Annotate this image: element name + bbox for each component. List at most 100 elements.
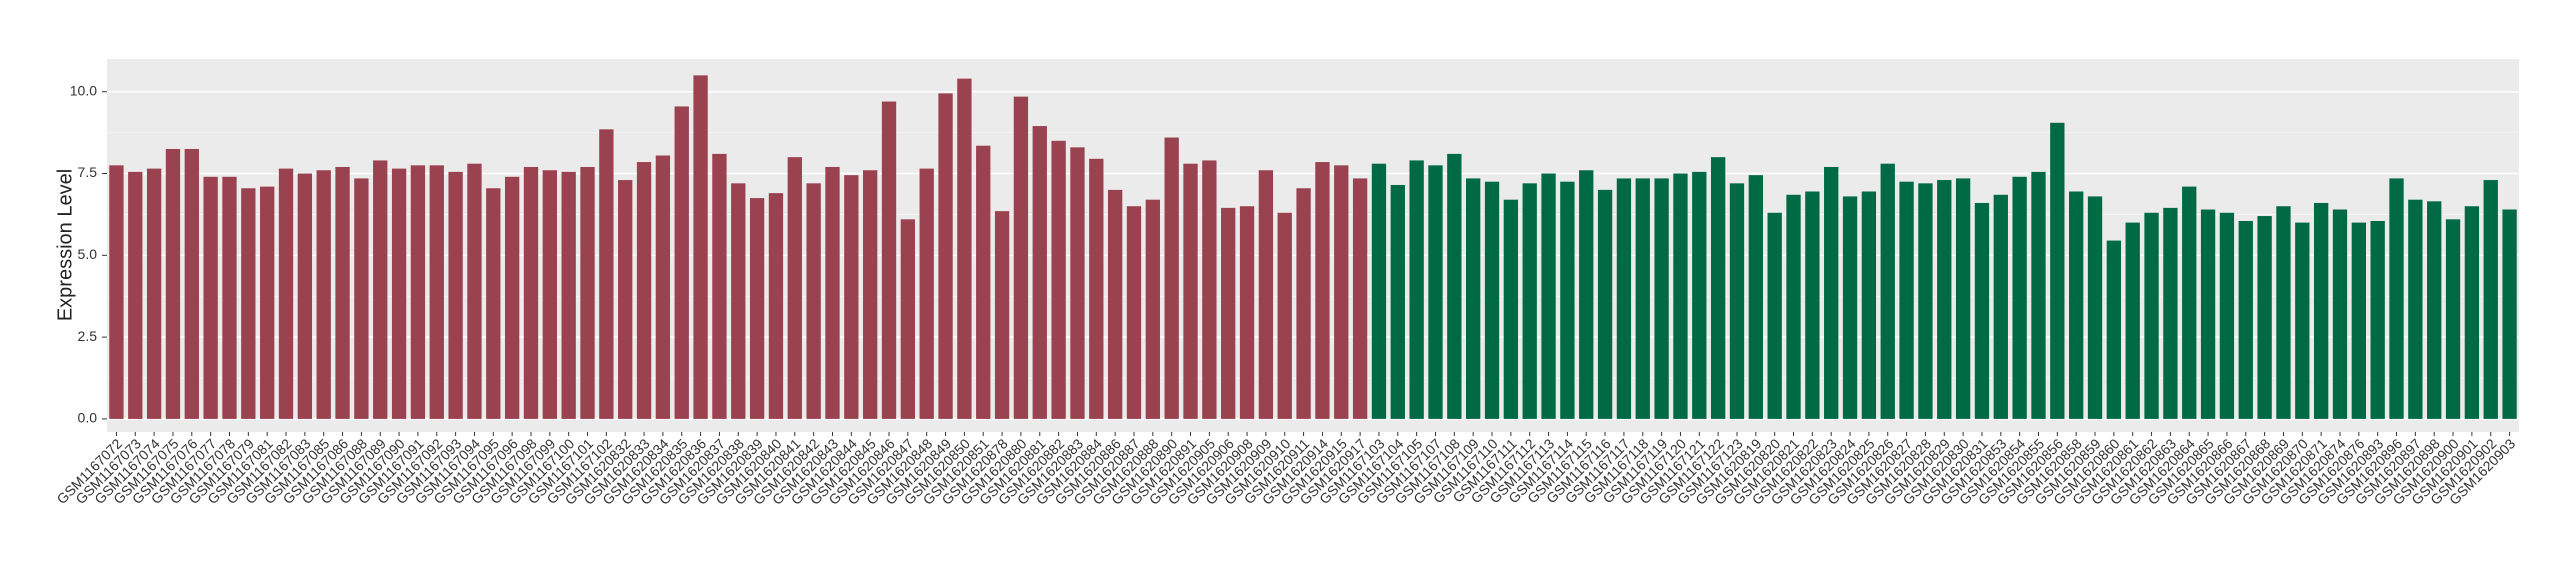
bar xyxy=(1032,126,1047,419)
bar xyxy=(825,166,840,419)
bar xyxy=(184,148,199,419)
bar xyxy=(580,166,595,419)
bar xyxy=(1447,153,1462,419)
bar xyxy=(1616,178,1632,419)
bar xyxy=(1955,178,1971,419)
bar xyxy=(316,170,331,419)
bar xyxy=(1824,166,1839,419)
bar xyxy=(241,188,256,419)
bar xyxy=(1258,170,1274,419)
bar xyxy=(2427,201,2442,419)
bar xyxy=(844,175,859,419)
bar xyxy=(1013,96,1029,419)
y-tick-label: 2.5 xyxy=(78,328,98,344)
bar xyxy=(1334,165,1349,419)
bar xyxy=(1390,184,1405,419)
bar xyxy=(1051,140,1066,419)
bar xyxy=(2502,209,2517,419)
bar xyxy=(1541,173,1556,419)
bar xyxy=(2483,180,2498,419)
bar xyxy=(1466,178,1481,419)
bar xyxy=(2445,219,2461,419)
bar xyxy=(222,176,237,419)
bar xyxy=(1993,194,2008,419)
bar xyxy=(2144,212,2159,419)
bar xyxy=(1183,163,1198,419)
bar xyxy=(1239,206,1255,419)
bar xyxy=(1296,188,1311,419)
bar xyxy=(486,188,501,419)
bar xyxy=(260,186,275,419)
bar xyxy=(2389,178,2404,419)
bar xyxy=(749,198,765,419)
bar xyxy=(1937,180,1952,419)
bar xyxy=(1484,181,1500,419)
bar xyxy=(1710,157,1726,419)
bar xyxy=(1635,178,1650,419)
bar xyxy=(1089,158,1104,419)
bar xyxy=(2408,199,2423,419)
bar xyxy=(335,166,350,419)
bar xyxy=(599,129,614,419)
bar xyxy=(2182,186,2197,419)
bar xyxy=(1880,163,1895,419)
bar xyxy=(2313,202,2329,419)
bar xyxy=(2200,209,2216,419)
bar xyxy=(1579,170,1594,419)
y-tick-label: 10.0 xyxy=(70,82,97,98)
bar xyxy=(1729,183,1745,419)
bar xyxy=(1070,147,1085,419)
bar xyxy=(1409,160,1424,419)
bar xyxy=(467,163,482,419)
bar xyxy=(1315,162,1330,419)
bar xyxy=(2050,122,2065,419)
bar xyxy=(1786,194,1801,419)
bar xyxy=(373,160,388,419)
bar xyxy=(618,180,633,419)
bar xyxy=(900,219,916,419)
bar xyxy=(1107,189,1123,419)
bar xyxy=(2257,216,2272,419)
bar xyxy=(1221,207,1236,419)
bar xyxy=(1597,189,1613,419)
bar xyxy=(128,171,143,419)
y-tick-label: 5.0 xyxy=(78,246,98,262)
bar xyxy=(354,178,369,419)
bar xyxy=(1842,196,1858,419)
y-axis-label: Expression Level xyxy=(54,169,76,321)
bar xyxy=(655,155,671,419)
bar xyxy=(391,168,407,419)
bar xyxy=(1974,202,1990,419)
bar xyxy=(504,176,520,419)
bar xyxy=(1692,171,1707,419)
bar xyxy=(712,153,727,419)
bar xyxy=(1428,165,1443,419)
bar xyxy=(2370,220,2385,419)
bar xyxy=(109,165,124,419)
y-tick-label: 7.5 xyxy=(78,164,98,180)
bar xyxy=(2125,222,2140,419)
bar xyxy=(768,193,784,419)
bar xyxy=(2276,206,2291,419)
bar xyxy=(2087,196,2103,419)
bar xyxy=(1164,137,1179,419)
bar xyxy=(2012,176,2027,419)
bar xyxy=(806,183,821,419)
bar xyxy=(1371,163,1387,419)
bar xyxy=(994,211,1010,419)
bar xyxy=(693,75,708,419)
bar xyxy=(2219,212,2235,419)
bar xyxy=(2464,206,2480,419)
bar xyxy=(919,168,934,419)
bar xyxy=(2163,207,2178,419)
bar xyxy=(2031,171,2046,419)
bar xyxy=(1145,199,1160,419)
bar xyxy=(1861,191,1877,419)
bar xyxy=(1352,178,1368,419)
bar xyxy=(1654,178,1669,419)
y-tick-label: 0.0 xyxy=(78,410,98,426)
bar xyxy=(146,168,162,419)
bar xyxy=(410,165,426,419)
bar xyxy=(976,145,991,419)
